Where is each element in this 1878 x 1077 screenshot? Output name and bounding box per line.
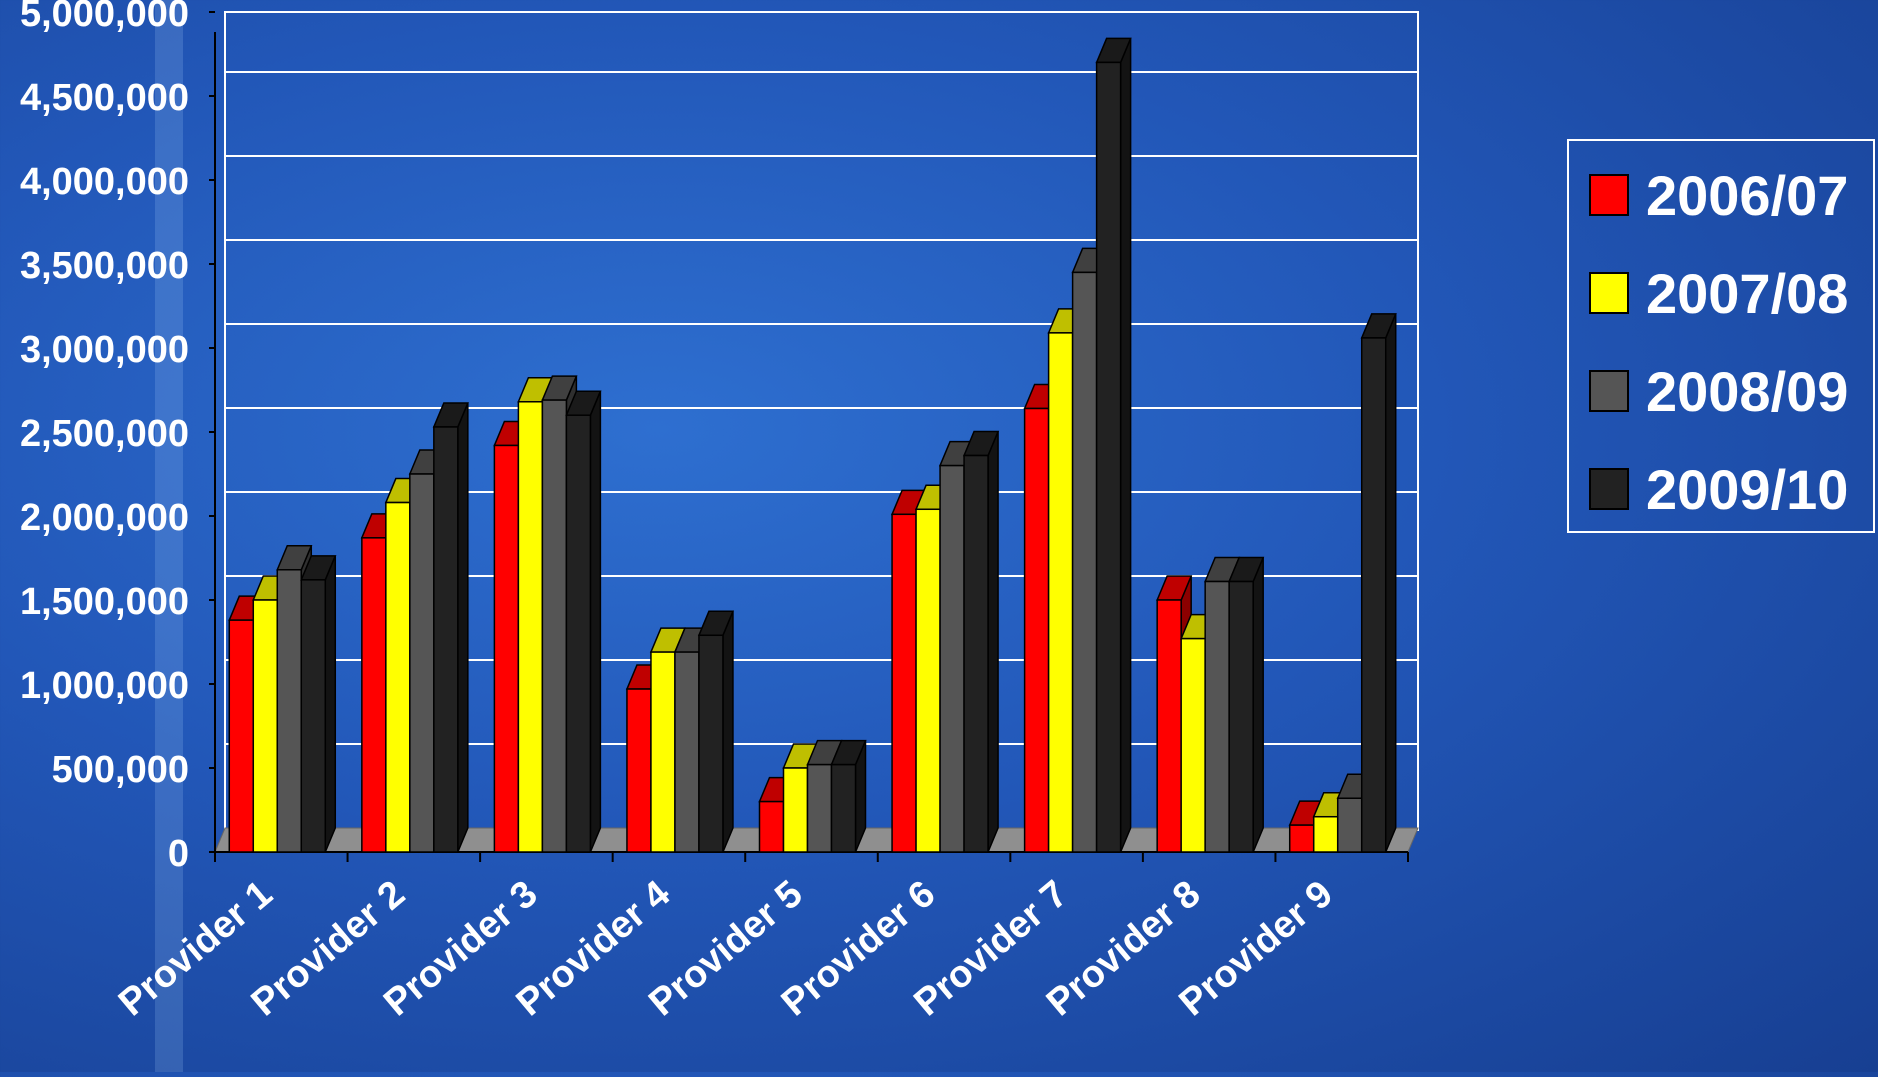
- bar-front-face: [1288, 824, 1315, 853]
- y-tick-label: 5,000,000: [20, 0, 189, 35]
- bar-side-face: [457, 402, 469, 853]
- bar-front-face: [963, 454, 989, 853]
- bar-front-face: [1095, 61, 1122, 853]
- legend-label: 2007/08: [1646, 262, 1848, 325]
- bar-front-face: [806, 763, 833, 853]
- bar-side-face: [324, 555, 337, 853]
- legend-swatch: [1589, 272, 1629, 314]
- bar: [1228, 556, 1265, 853]
- bar-front-face: [1204, 580, 1230, 853]
- bar-front-face: [1312, 815, 1339, 853]
- bar: [697, 610, 735, 853]
- bar-front-face: [1023, 407, 1050, 853]
- bar: [432, 402, 469, 853]
- bar-front-face: [517, 401, 544, 853]
- bar-front-face: [650, 651, 676, 853]
- y-tick-label: 3,000,000: [20, 329, 189, 371]
- legend-label: 2009/10: [1646, 458, 1848, 521]
- bar-front-face: [915, 508, 941, 853]
- background-light-beam: [155, 0, 183, 1072]
- bar-front-face: [830, 763, 857, 853]
- bar-front-face: [385, 501, 411, 853]
- legend-label: 2006/07: [1646, 164, 1848, 227]
- legend-label: 2008/09: [1646, 360, 1848, 423]
- legend-box: [1567, 139, 1875, 533]
- y-tick-label: 2,000,000: [20, 497, 189, 539]
- bar-front-face: [758, 800, 785, 853]
- y-tick-label: 1,500,000: [20, 581, 189, 623]
- bar-side-face: [722, 610, 734, 853]
- bar-front-face: [300, 579, 327, 853]
- bar-front-face: [1047, 332, 1074, 853]
- bar: [962, 430, 1000, 853]
- bar-front-face: [361, 537, 387, 853]
- y-tick-label: 2,500,000: [20, 413, 189, 455]
- bar-front-face: [252, 599, 279, 853]
- bar-front-face: [1180, 637, 1206, 853]
- y-tick-label: 500,000: [52, 749, 189, 791]
- y-tick-label: 1,000,000: [20, 665, 189, 707]
- legend-swatch: [1589, 370, 1629, 412]
- bar-front-face: [698, 634, 724, 853]
- y-tick-label: 0: [168, 833, 189, 875]
- bar-front-face: [782, 767, 809, 853]
- bar: [565, 390, 602, 853]
- bar-side-face: [1252, 557, 1264, 853]
- bar-front-face: [1360, 337, 1387, 853]
- y-tick-label: 3,500,000: [20, 245, 189, 287]
- bar-front-face: [541, 399, 568, 853]
- bar: [830, 739, 867, 853]
- bar-side-face: [1384, 313, 1397, 853]
- bar-front-face: [939, 464, 965, 853]
- bar-front-face: [1228, 580, 1254, 853]
- bar-front-face: [565, 414, 592, 853]
- bar-front-face: [1336, 797, 1363, 853]
- bar: [300, 555, 337, 853]
- y-tick-label: 4,500,000: [20, 77, 189, 119]
- bar-side-face: [987, 431, 999, 853]
- bar-front-face: [276, 569, 303, 853]
- bar-side-face: [589, 390, 602, 853]
- bar-front-face: [409, 473, 435, 853]
- bar: [1095, 37, 1132, 853]
- bar-front-face: [433, 426, 459, 853]
- bar-side-face: [1119, 38, 1132, 853]
- bar: [1360, 313, 1397, 853]
- y-tick-label: 4,000,000: [20, 161, 189, 203]
- bar-front-face: [228, 619, 255, 853]
- bar-front-face: [626, 688, 652, 853]
- bar-front-face: [891, 513, 917, 853]
- bar-front-face: [674, 651, 700, 853]
- legend-swatch: [1589, 468, 1629, 510]
- bar-front-face: [493, 444, 520, 853]
- bar-front-face: [1071, 271, 1098, 853]
- legend-swatch: [1589, 174, 1629, 216]
- bar-front-face: [1156, 599, 1182, 853]
